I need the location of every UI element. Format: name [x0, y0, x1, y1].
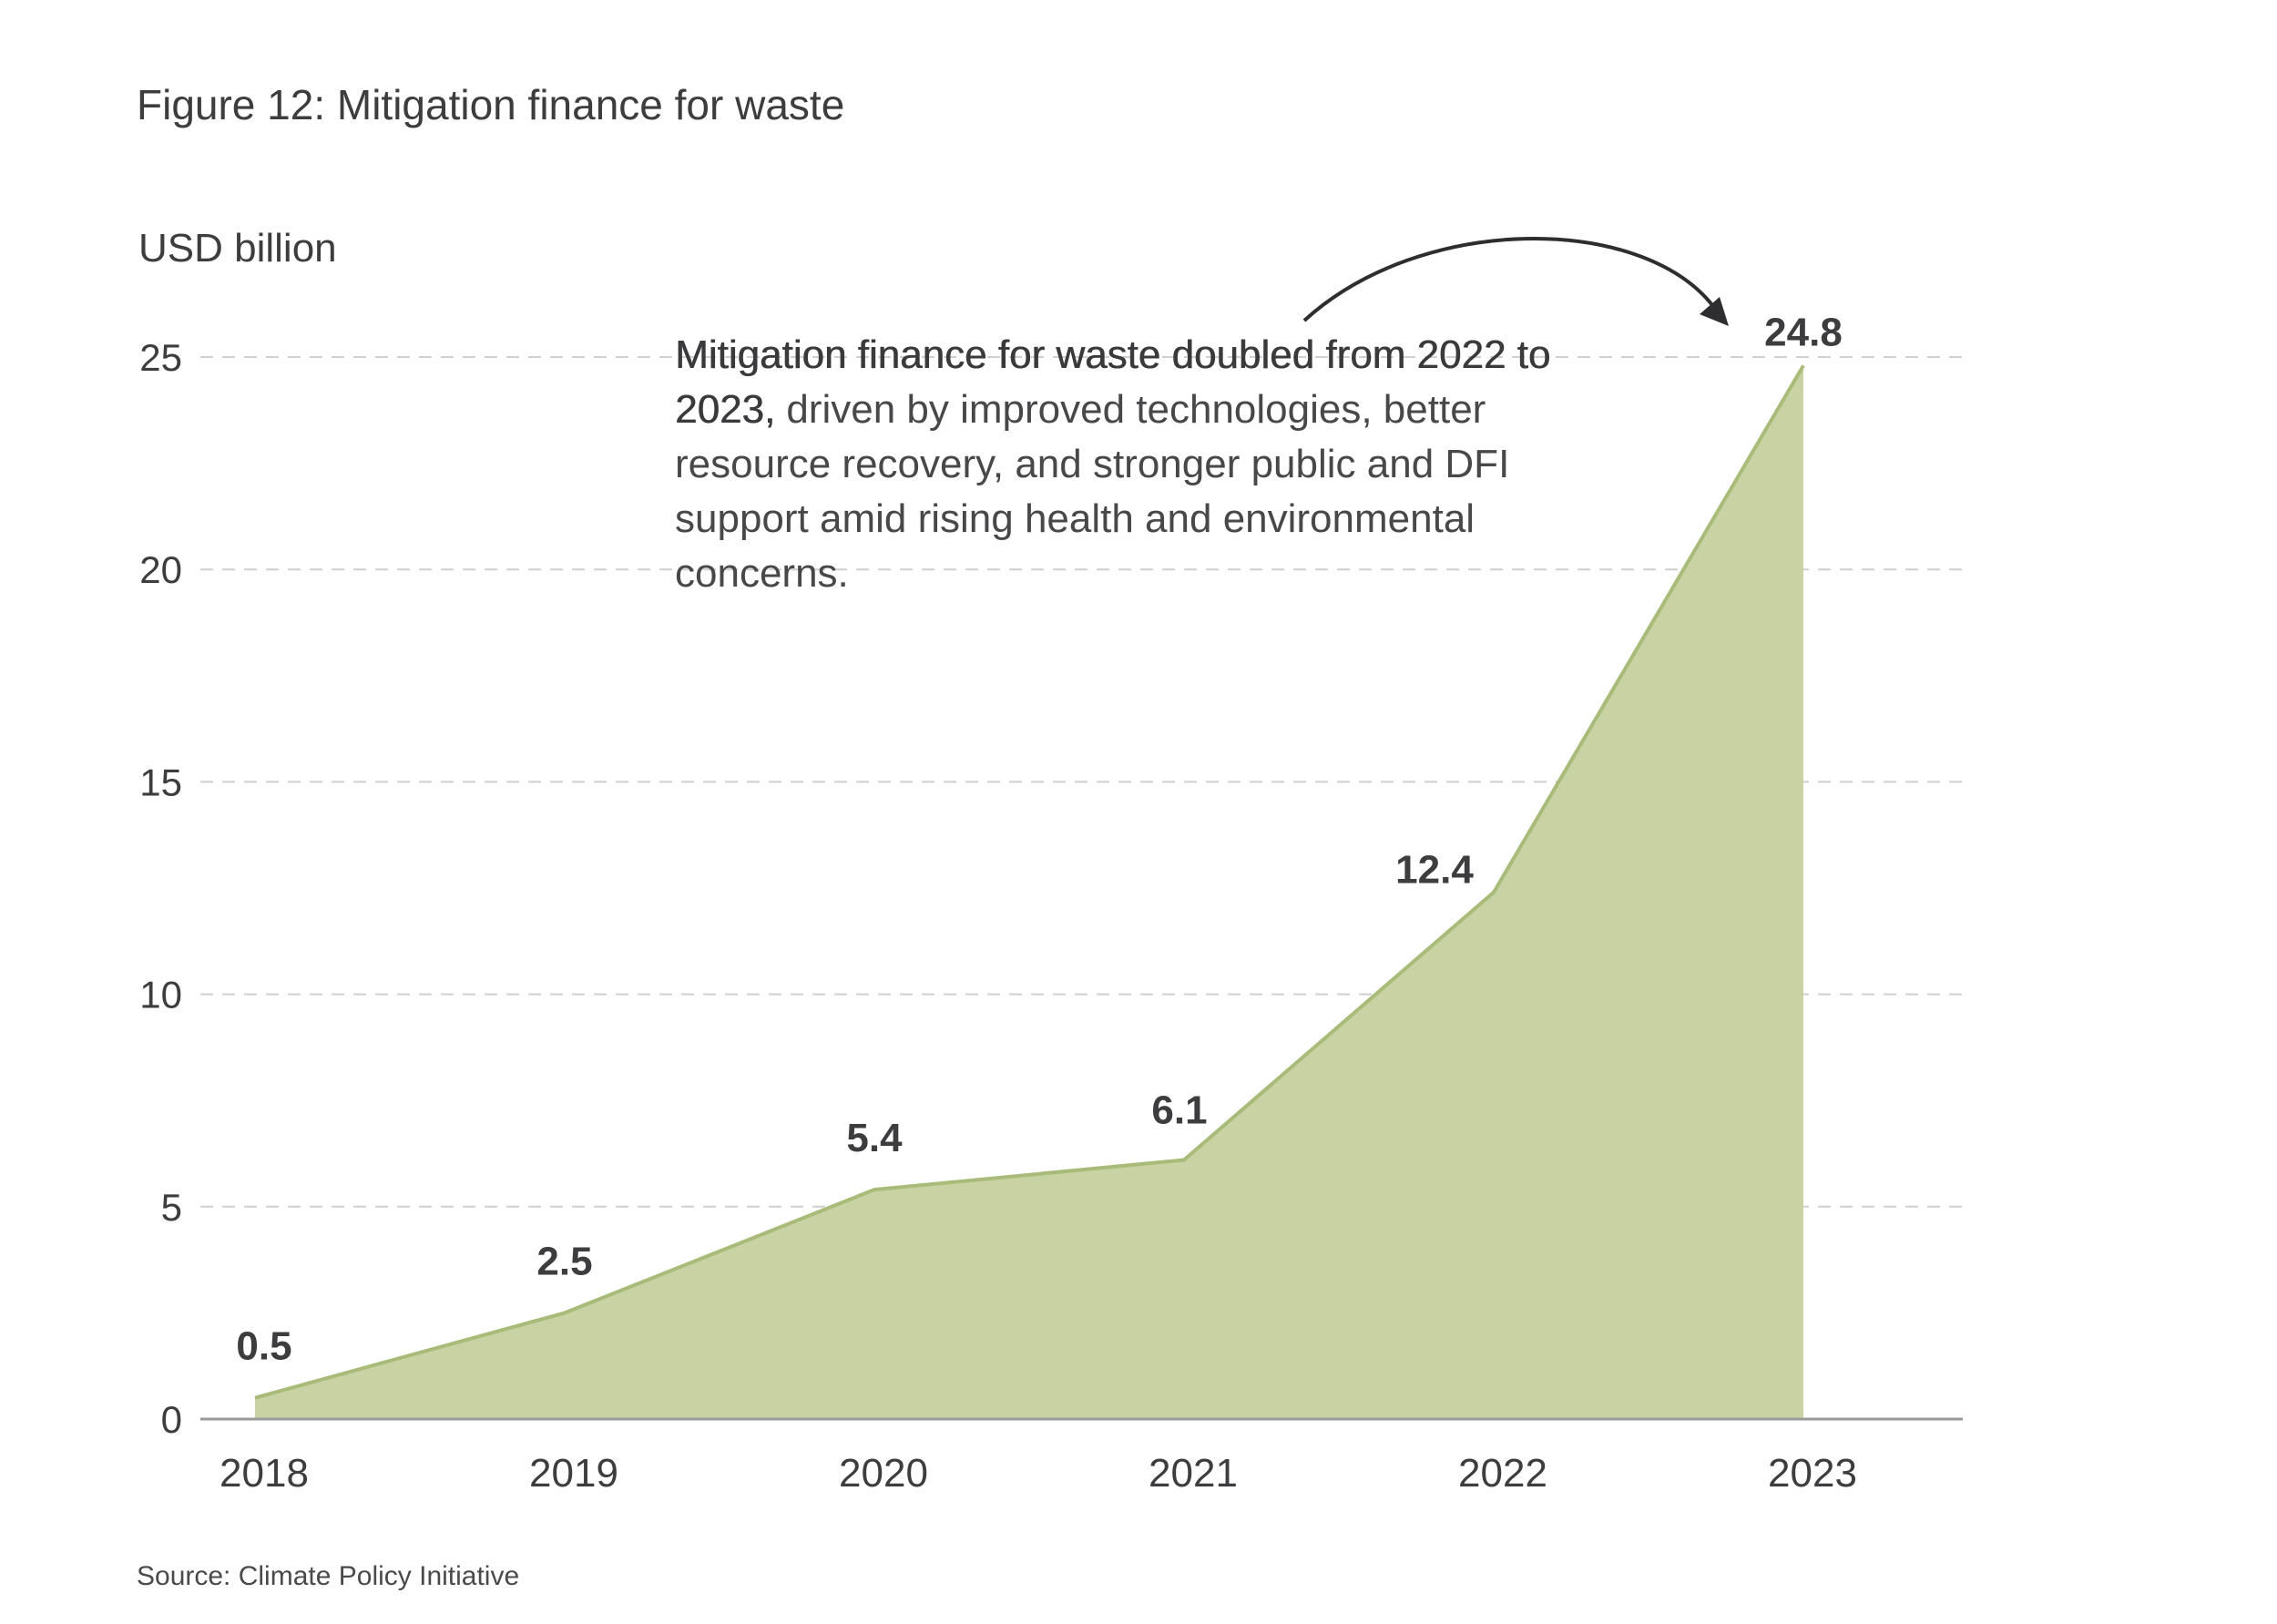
- data-label: 6.1: [1151, 1088, 1207, 1132]
- data-labels: 0.5 2.5 5.4 6.1 12.4 24.8: [236, 310, 1842, 1368]
- series-line: [254, 364, 1805, 1400]
- source-note: Source: Climate Policy Initiative: [137, 1561, 520, 1591]
- area-series: [254, 364, 1805, 1419]
- y-tick-label: 15: [139, 761, 182, 803]
- data-label: 0.5: [236, 1324, 291, 1369]
- y-tick-label: 25: [139, 336, 182, 379]
- x-tick-label: 2018: [220, 1451, 309, 1496]
- y-tick-label: 10: [139, 974, 182, 1016]
- annotation-arrow-curve: [1302, 237, 1714, 322]
- figure-title: Figure 12: Mitigation finance for waste: [137, 81, 845, 128]
- y-tick-label: 5: [161, 1186, 182, 1229]
- annotation-text: Mitigation finance for waste doubled fro…: [675, 328, 1622, 601]
- axes: 0 5 10 15 20 25 USD billion 2018 2019 2020 2021 202…: [138, 226, 1963, 1496]
- annotation-arrowhead: [1700, 297, 1729, 326]
- x-tick-label: 2019: [529, 1451, 618, 1496]
- y-tick-label: 0: [161, 1398, 182, 1441]
- data-label: 24.8: [1764, 310, 1843, 354]
- area-fill: [255, 365, 1803, 1419]
- y-axis-title: USD billion: [138, 226, 337, 271]
- y-tick-label: 20: [139, 548, 182, 591]
- annotation-highlight: Mitigation finance for waste doubled fro…: [675, 332, 1551, 432]
- x-tick-label: 2023: [1768, 1451, 1857, 1496]
- x-tick-label: 2020: [839, 1451, 928, 1496]
- x-tick-label: 2022: [1458, 1451, 1547, 1496]
- x-tick-label: 2021: [1149, 1451, 1238, 1496]
- annotation-arrow: [1302, 237, 1729, 326]
- data-label: 5.4: [846, 1116, 903, 1160]
- annotation-body: driven by improved technologies, better …: [675, 387, 1510, 596]
- data-label: 2.5: [536, 1239, 592, 1283]
- data-label: 12.4: [1395, 848, 1474, 893]
